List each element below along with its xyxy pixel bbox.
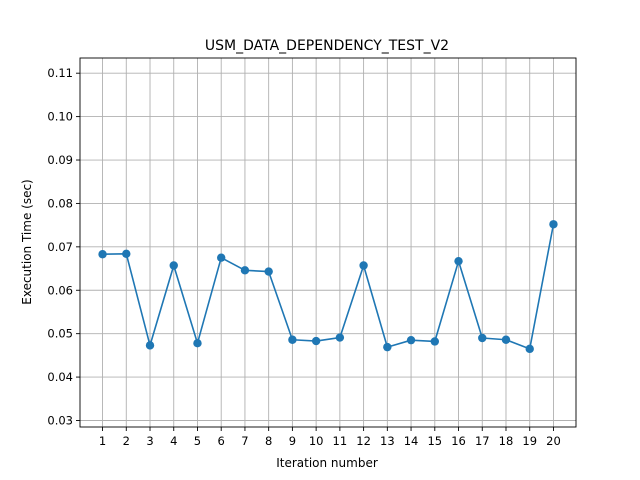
data-point [335,333,345,342]
x-tick-label: 3 [146,434,153,448]
x-tick-label: 9 [289,434,296,448]
x-tick-label: 13 [380,434,395,448]
data-point [122,249,131,258]
data-point [288,335,297,344]
y-tick-label: 0.09 [47,153,73,167]
plot-area-frame [79,57,577,428]
data-point [359,261,368,270]
y-tick-label: 0.11 [47,66,73,80]
chart-title: USM_DATA_DEPENDENCY_TEST_V2 [205,38,449,54]
x-tick-label: 15 [427,434,442,448]
data-point [145,341,155,350]
x-tick-label: 14 [404,434,419,448]
y-tick-label: 0.03 [47,413,73,427]
series-line [102,224,555,350]
y-axis-label: Execution Time (sec) [20,179,34,304]
x-tick-label: 1 [99,434,106,448]
data-point [478,333,487,343]
grid-lines [80,58,576,427]
data-point [264,267,273,276]
x-tick-label: 16 [451,434,466,448]
y-tick-label: 0.08 [47,196,73,210]
x-tick-label: 20 [546,434,561,448]
data-point [525,344,534,354]
y-tick-label: 0.04 [47,370,73,384]
x-tick-label: 11 [333,434,348,448]
x-tick-label: 2 [123,434,130,448]
x-tick-label: 18 [499,434,514,448]
x-tick-label: 17 [475,434,490,448]
y-tick-label: 0.05 [47,327,73,341]
data-point [383,342,392,352]
data-point [217,253,226,262]
data-point [549,220,558,229]
x-axis-ticks: 1 2 3 4 5 6 7 8 9 10 11 12 13 14 15 16 17 18 19 20 [99,427,561,448]
y-tick-label: 0.10 [47,110,73,124]
data-point [169,261,178,270]
data-point [240,266,250,275]
x-tick-label: 19 [522,434,537,448]
x-tick-label: 6 [218,434,225,448]
data-point [430,337,439,346]
data-point [98,250,107,259]
data-point [406,335,416,345]
x-tick-label: 4 [170,434,177,448]
x-axis-label: Iteration number [276,456,378,470]
y-axis-ticks: 0.03 0.04 0.05 0.06 0.07 0.08 0.09 0.10 0.11 [47,66,80,427]
data-point [454,256,463,266]
data-point [193,339,202,348]
y-tick-label: 0.06 [47,283,73,297]
x-tick-label: 8 [265,434,272,448]
x-tick-label: 12 [356,434,371,448]
x-tick-label: 7 [241,434,248,448]
series-layer [98,220,558,354]
x-tick-label: 5 [194,434,201,448]
data-point [311,336,321,346]
x-tick-label: 10 [309,434,324,448]
data-point [501,335,511,344]
y-tick-label: 0.07 [47,240,73,254]
